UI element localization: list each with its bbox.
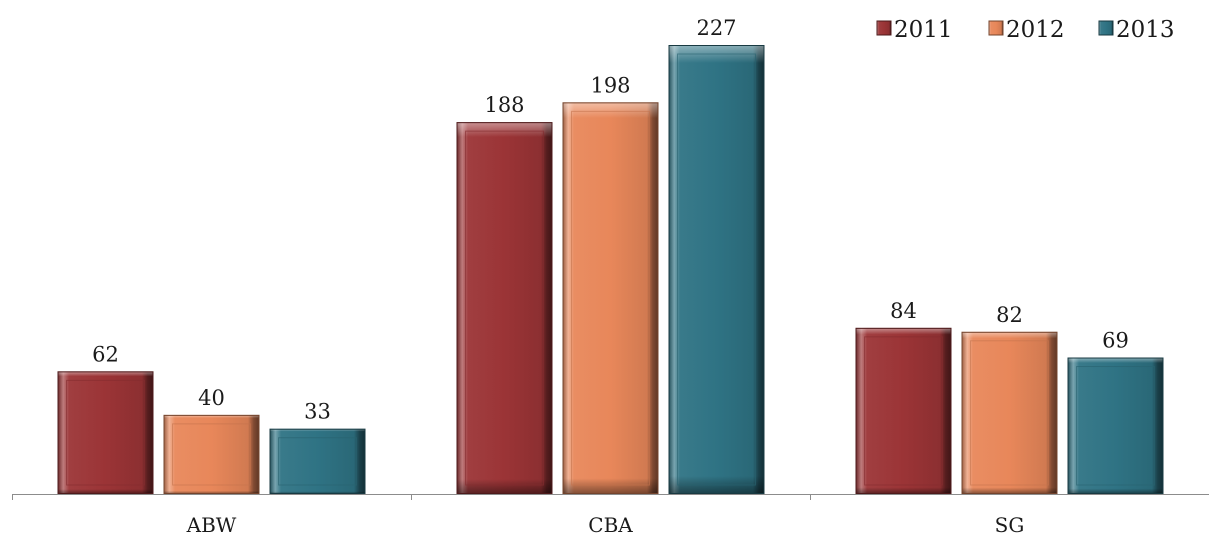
- bars-layer: [57, 45, 1164, 495]
- value-label: 40: [198, 386, 225, 410]
- bar-sg-2011: [855, 327, 952, 494]
- bar-cba-2011: [456, 122, 553, 495]
- value-label: 227: [696, 16, 736, 40]
- value-label: 84: [890, 299, 917, 323]
- legend-item-2013: 2013: [1098, 17, 1175, 43]
- bar-abw-2013: [269, 428, 366, 494]
- value-label: 69: [1102, 329, 1129, 353]
- category-label: ABW: [186, 513, 237, 537]
- value-label: 33: [304, 400, 331, 424]
- legend-swatch: [876, 20, 892, 36]
- x-axis: ABW CBA SG: [12, 494, 1209, 537]
- category-label: SG: [995, 513, 1025, 537]
- bar-abw-2012: [163, 414, 260, 494]
- category-label: CBA: [588, 513, 633, 537]
- bar-cba-2012: [562, 102, 659, 494]
- legend-label: 2012: [1006, 17, 1065, 43]
- value-label: 62: [92, 342, 119, 366]
- value-label: 198: [590, 73, 630, 97]
- legend-label: 2011: [894, 17, 953, 43]
- value-label: 82: [996, 303, 1023, 327]
- legend: 2011 2012 2013: [876, 17, 1175, 43]
- bar-sg-2013: [1067, 357, 1164, 495]
- legend-item-2011: 2011: [876, 17, 953, 43]
- legend-swatch: [1098, 20, 1114, 36]
- bar-sg-2012: [961, 331, 1058, 494]
- bar-abw-2011: [57, 371, 154, 494]
- legend-item-2012: 2012: [988, 17, 1065, 43]
- bar-cba-2013: [668, 45, 765, 494]
- value-label: 188: [484, 93, 524, 117]
- value-labels-layer: 62 40 33 188 198 227 84 82 69: [92, 16, 1129, 424]
- legend-label: 2013: [1116, 17, 1175, 43]
- legend-swatch: [988, 20, 1004, 36]
